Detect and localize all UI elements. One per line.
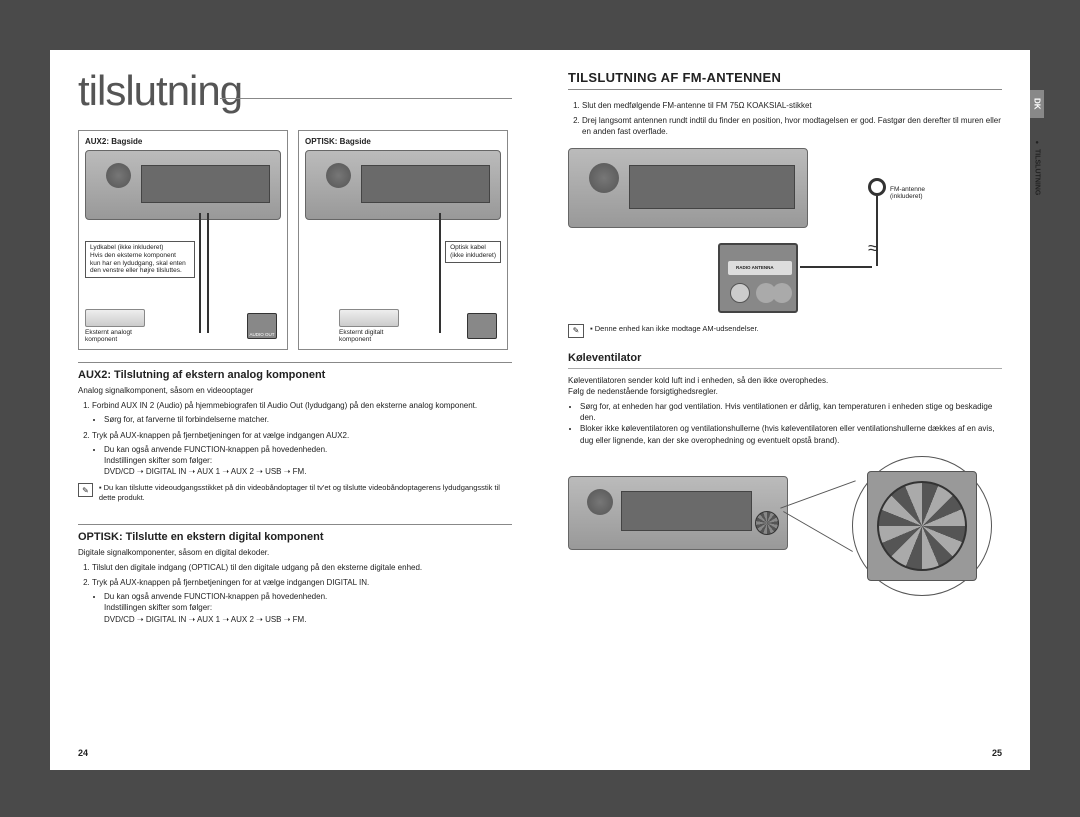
plug-icon: AUDIO OUT <box>247 313 277 339</box>
note-icon: ✎ <box>78 483 93 497</box>
diagram-optisk: OPTISK: Bagside Optisk kabel (ikke inklu… <box>298 130 508 350</box>
section-steps: Tilslut den digitale indgang (OPTICAL) t… <box>78 562 512 625</box>
note-icon: ✎ <box>568 324 584 338</box>
fan-housing-icon <box>867 471 977 581</box>
section-steps: Slut den medfølgende FM-antenne til FM 7… <box>568 100 1002 138</box>
section-heading: OPTISK: Tilslutte en ekstern digital kom… <box>78 531 512 543</box>
antenna-label: FM-antenne (inkluderet) <box>890 186 925 200</box>
cable-icon <box>199 213 201 333</box>
zoom-line <box>780 480 856 508</box>
device-back-icon <box>85 150 281 220</box>
note-content: Du kan tilslutte videoudgangsstikket på … <box>99 483 500 502</box>
fan-zoom-circle <box>852 456 992 596</box>
sub-bullet: Du kan også anvende FUNCTION-knappen på … <box>104 591 512 625</box>
section-rule <box>78 524 512 525</box>
note-content: Denne enhed kan ikke modtage AM-udsendel… <box>595 324 759 333</box>
diagram-label: AUX2: Bagside <box>85 137 281 146</box>
callout-text: Optisk kabel (ikke inkluderet) <box>445 241 501 263</box>
lang-tab: DK <box>1030 90 1044 118</box>
section-heading-h2: TILSLUTNING AF FM-ANTENNEN <box>568 70 1002 85</box>
note-text: ▪ Denne enhed kan ikke modtage AM-udsend… <box>590 324 759 334</box>
step-item: Drej langsomt antennen rundt indtil du f… <box>582 115 1002 137</box>
bullet-item: Sørg for, at enheden har god ventilation… <box>580 401 1002 423</box>
section-rule <box>568 368 1002 369</box>
plug-label: AUDIO OUT <box>248 332 276 337</box>
sub-bullet: Du kan også anvende FUNCTION-knappen på … <box>104 444 512 478</box>
step-text: Tryk på AUX-knappen på fjernbetjeningen … <box>92 431 349 440</box>
step-text: Forbind AUX IN 2 (Audio) på hjemmebiogra… <box>92 401 477 410</box>
fan-diagram <box>568 456 1002 616</box>
external-component-icon <box>339 309 399 327</box>
title-rule <box>220 98 512 99</box>
step-item: Forbind AUX IN 2 (Audio) på hjemmebiogra… <box>92 400 512 425</box>
external-component-icon <box>85 309 145 327</box>
squiggle-icon: ≈ <box>868 238 878 259</box>
note-text: ▪ Du kan tilslutte videoudgangsstikket p… <box>99 483 512 503</box>
step-text: Tryk på AUX-knappen på fjernbetjeningen … <box>92 578 369 587</box>
diagrams-row: AUX2: Bagside Lydkabel (ikke inkluderet)… <box>78 130 512 350</box>
fan-bullets: Sørg for, at enheden har god ventilation… <box>568 401 1002 446</box>
panel-label: RADIO ANTENNA <box>734 265 776 270</box>
device-back-icon <box>305 150 501 220</box>
antenna-diagram: RADIO ANTENNA ≈ FM-antenne (inkluderet) <box>568 148 1002 318</box>
plug-icon <box>467 313 497 339</box>
step-item: Tilslut den digitale indgang (OPTICAL) t… <box>92 562 512 573</box>
zoom-line <box>783 511 853 552</box>
side-tab: DK TILSLUTNING <box>1030 90 1044 330</box>
page-number: 24 <box>78 748 88 758</box>
step-item: Tryk på AUX-knappen på fjernbetjeningen … <box>92 430 512 478</box>
section-rule <box>78 362 512 363</box>
sub-bullet: Sørg for, at farverne til forbindelserne… <box>104 414 512 425</box>
section-heading: AUX2: Tilslutning af ekstern analog komp… <box>78 369 512 381</box>
fan-blade-icon <box>877 481 967 571</box>
page-left: tilslutning AUX2: Bagside Lydkabel (ikke… <box>50 50 540 770</box>
subsection-heading: Køleventilator <box>568 352 1002 364</box>
antenna-loop-icon <box>868 178 886 196</box>
note-row: ✎ ▪ Denne enhed kan ikke modtage AM-udse… <box>568 324 1002 338</box>
diagram-label: OPTISK: Bagside <box>305 137 501 146</box>
wire-icon <box>800 266 872 268</box>
section-intro: Digitale signalkomponenter, såsom en dig… <box>78 547 512 558</box>
note-row: ✎ ▪ Du kan tilslutte videoudgangsstikket… <box>78 483 512 503</box>
diagram-aux2: AUX2: Bagside Lydkabel (ikke inkluderet)… <box>78 130 288 350</box>
bullet-item: Bloker ikke køleventilatoren og ventilat… <box>580 423 1002 445</box>
page-title: tilslutning <box>78 70 512 112</box>
page-right: TILSLUTNING AF FM-ANTENNEN Slut den medf… <box>540 50 1030 770</box>
section-tab: TILSLUTNING <box>1030 118 1044 218</box>
section-intro: Analog signalkomponent, såsom en videoop… <box>78 385 512 396</box>
fan-intro: Køleventilatoren sender kold luft ind i … <box>568 375 1002 397</box>
step-item: Slut den medfølgende FM-antenne til FM 7… <box>582 100 1002 111</box>
antenna-panel-icon: RADIO ANTENNA <box>718 243 798 313</box>
component-label: Eksternt analogt komponent <box>85 329 132 343</box>
section-rule <box>568 89 1002 90</box>
fan-icon <box>755 511 779 535</box>
cable-icon <box>207 213 209 333</box>
callout-text: Lydkabel (ikke inkluderet) Hvis den ekst… <box>85 241 195 278</box>
cable-icon <box>439 213 441 333</box>
page-spread: tilslutning AUX2: Bagside Lydkabel (ikke… <box>50 50 1030 770</box>
section-steps: Forbind AUX IN 2 (Audio) på hjemmebiogra… <box>78 400 512 477</box>
component-label: Eksternt digitalt komponent <box>339 329 383 343</box>
device-back-icon <box>568 148 808 228</box>
step-item: Tryk på AUX-knappen på fjernbetjeningen … <box>92 577 512 625</box>
device-back-icon <box>568 476 788 550</box>
page-number: 25 <box>992 748 1002 758</box>
